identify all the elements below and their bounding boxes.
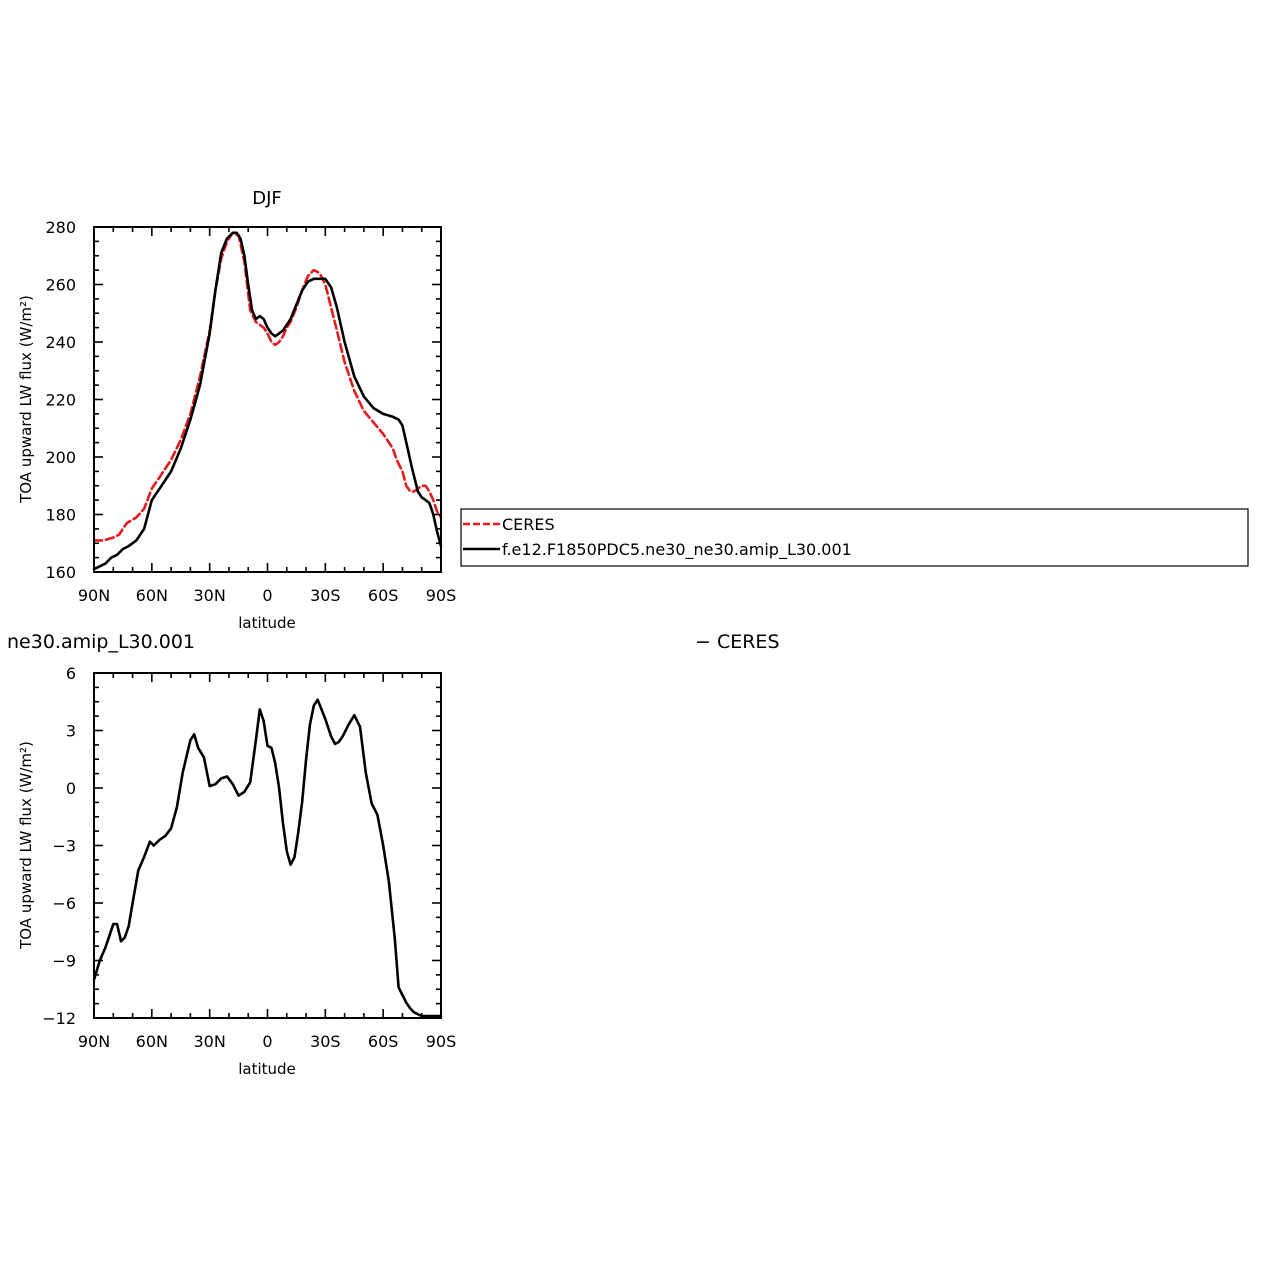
- chart-subtitle: − CERES: [695, 631, 780, 653]
- x-tick-label: 60S: [368, 586, 399, 605]
- legend-label-model: f.e12.F1850PDC5.ne30_ne30.amip_L30.001: [502, 540, 852, 560]
- y-tick-label: 220: [45, 391, 76, 410]
- x-tick-label: 90N: [78, 586, 110, 605]
- y-tick-label: 280: [45, 218, 76, 237]
- y-tick-label: 260: [45, 276, 76, 295]
- panel-djf: DJF TOA upward LW flux (W/m²) latitude 9…: [17, 188, 456, 632]
- x-tick-label: 30N: [194, 586, 226, 605]
- chart-title: DJF: [252, 188, 282, 209]
- series-line-difference: [92, 698, 443, 1018]
- y-tick-label: 160: [45, 563, 76, 582]
- series-line-f-e12-f1850pdc5-ne30-ne30-amip-l30-001: [92, 231, 443, 571]
- legend-label-ceres: CERES: [502, 515, 555, 534]
- x-axis-label: latitude: [238, 614, 296, 632]
- x-tick-label: 60N: [136, 586, 168, 605]
- x-tick-label: 60N: [136, 1032, 168, 1051]
- x-tick-label: 30N: [194, 1032, 226, 1051]
- x-tick-label: 0: [262, 1032, 272, 1051]
- plot-lines: [92, 231, 443, 571]
- plot-frame: [93, 672, 442, 1019]
- y-tick-label: 180: [45, 506, 76, 525]
- legend-box: [460, 508, 1249, 567]
- y-tick-label: 0: [66, 779, 76, 798]
- x-tick-label: 30S: [310, 1032, 341, 1051]
- y-tick-label: −9: [52, 952, 76, 971]
- plot-lines: [92, 698, 443, 1018]
- y-tick-label: 6: [66, 664, 76, 683]
- y-tick-label: −12: [42, 1009, 76, 1028]
- x-tick-label: 90N: [78, 1032, 110, 1051]
- y-tick-label: 200: [45, 448, 76, 467]
- x-axis-label: latitude: [238, 1060, 296, 1078]
- x-tick-label: 90S: [426, 586, 457, 605]
- y-tick-label: −3: [52, 837, 76, 856]
- y-tick-label: 3: [66, 722, 76, 741]
- chart-title: ne30.amip_L30.001: [7, 631, 195, 653]
- series-line-ceres: [92, 231, 443, 542]
- y-axis-label: TOA upward LW flux (W/m²): [17, 295, 35, 504]
- y-axis-label: TOA upward LW flux (W/m²): [17, 741, 35, 950]
- legend: CERES f.e12.F1850PDC5.ne30_ne30.amip_L30…: [460, 508, 1249, 567]
- axes: 90N 60N 30N 0 30S 60S 90S 160 180 200 220 240 260 280: [45, 218, 456, 605]
- x-tick-label: 90S: [426, 1032, 457, 1051]
- y-tick-label: 240: [45, 333, 76, 352]
- x-tick-label: 0: [262, 586, 272, 605]
- panel-difference: ne30.amip_L30.001 − CERES TOA upward LW …: [7, 631, 780, 1078]
- x-tick-label: 60S: [368, 1032, 399, 1051]
- y-tick-label: −6: [52, 894, 76, 913]
- axes: 90N 60N 30N 0 30S 60S 90S −12 −9 −6 −3 0 3 6: [42, 664, 456, 1051]
- x-tick-label: 30S: [310, 586, 341, 605]
